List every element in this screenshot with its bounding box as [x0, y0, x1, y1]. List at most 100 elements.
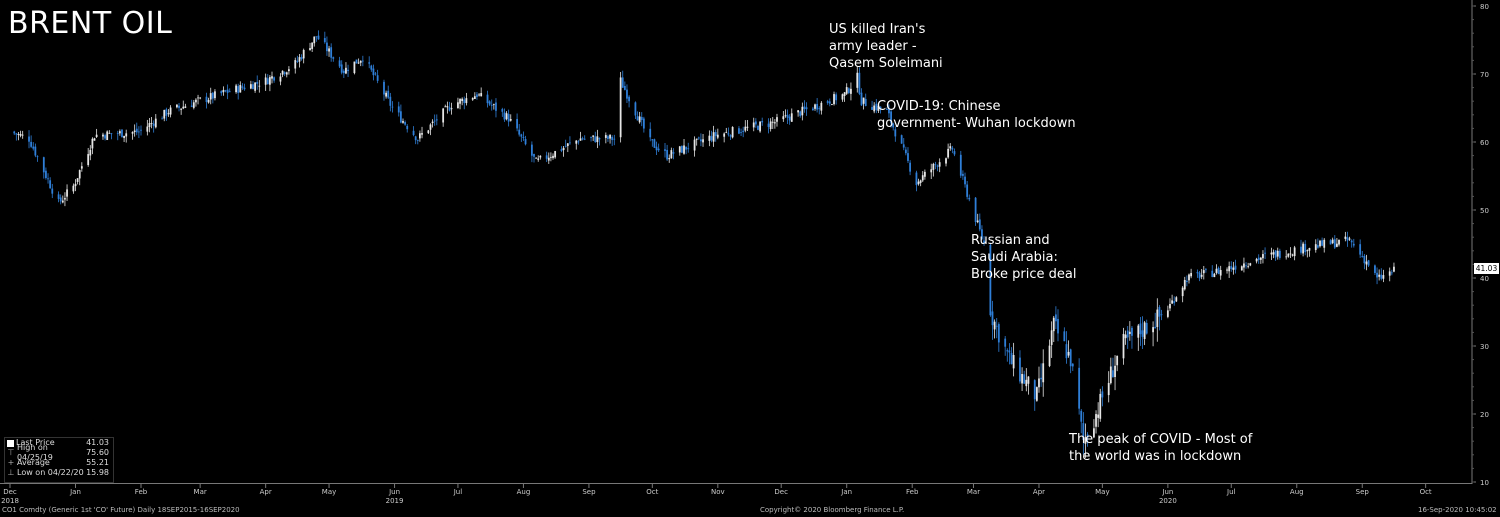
candle-body [154, 118, 157, 128]
candle-body [693, 139, 696, 151]
legend-value: 55.21 [86, 458, 109, 467]
candle-body [281, 70, 284, 75]
candle-body [1181, 287, 1184, 297]
candle-body [110, 133, 113, 135]
candle-body [1352, 243, 1355, 246]
x-tick-label: Aug [1290, 488, 1304, 496]
candle-body [700, 139, 702, 142]
candle-body [1245, 265, 1247, 267]
candle-body [959, 154, 962, 176]
candle-body [564, 145, 567, 147]
candle-body [108, 132, 111, 134]
candle-body [1243, 263, 1245, 268]
candle-body [165, 109, 168, 116]
candle-body [397, 106, 400, 113]
candle-body [1329, 240, 1332, 245]
candle-body [725, 131, 728, 133]
candle-body [976, 220, 979, 223]
candle-body [268, 77, 271, 85]
candle-body [51, 188, 54, 194]
x-tick-label: Jun [388, 488, 400, 496]
candle-body [296, 61, 299, 62]
candle-body [1228, 266, 1231, 272]
candle-body [1390, 272, 1393, 274]
candle-body [298, 57, 301, 62]
candle-body [894, 129, 897, 137]
candle-body [17, 133, 20, 135]
x-tick-label: Jun [1161, 488, 1173, 496]
candle-body [812, 108, 814, 111]
candle-body [273, 77, 276, 81]
candle-body [488, 101, 491, 105]
candle-body [552, 155, 554, 158]
candle-body [140, 129, 142, 131]
candle-body [1333, 239, 1336, 248]
candle-body [562, 147, 565, 151]
candle-body [495, 102, 497, 111]
candle-body [516, 118, 518, 129]
candle-body [13, 131, 16, 134]
candle-body [442, 108, 445, 123]
annotation-wuhan: COVID-19: Chinese government- Wuhan lock… [877, 99, 1076, 131]
candle-body [503, 112, 506, 120]
candle-body [1302, 243, 1304, 254]
candle-body [61, 200, 64, 203]
x-axis: Dec Jan Feb Mar Apr May Jun Jul Aug Sep Oct Nov Dec J… [0, 483, 1472, 505]
candle-body [480, 93, 483, 97]
candle-body [1378, 274, 1381, 277]
candle-body [657, 148, 660, 151]
legend-row-high: ⊤ High on 04/25/19 75.60 [5, 443, 113, 462]
candle-body [323, 38, 326, 43]
candle-body [902, 144, 905, 148]
candle-body [404, 122, 407, 125]
candle-body [947, 148, 950, 158]
candle-body [1078, 367, 1081, 409]
candle-body [983, 240, 985, 244]
candle-body [1185, 280, 1188, 282]
candle-body [192, 102, 195, 108]
candle-body [1323, 239, 1326, 248]
candle-body [649, 128, 652, 138]
y-tick-label: 20 [1480, 411, 1489, 419]
candle-body [72, 185, 75, 192]
candle-body [1114, 365, 1116, 378]
candle-body [1344, 236, 1347, 239]
candle-body [841, 94, 844, 100]
candle-body [49, 180, 52, 189]
candle-body [328, 48, 330, 52]
footer-right: 16-Sep-2020 10:45:02 [1418, 506, 1497, 514]
candle-body [1382, 275, 1385, 279]
candle-body [106, 131, 109, 141]
candle-body [634, 102, 637, 116]
candle-body [433, 120, 436, 122]
candle-body [862, 97, 865, 104]
candle-body [856, 72, 859, 88]
candle-body [199, 97, 202, 99]
candle-body [1080, 410, 1083, 422]
last-price-square-icon [7, 439, 14, 447]
candle-body [211, 92, 214, 99]
candle-body [594, 136, 597, 143]
candle-body [30, 141, 33, 147]
candle-body [357, 62, 360, 64]
candle-body [461, 98, 464, 102]
candle-body [847, 88, 850, 93]
candle-body [1143, 322, 1146, 340]
candle-body [387, 90, 390, 98]
candle-body [1262, 254, 1264, 259]
candle-body [89, 149, 92, 156]
candle-body [332, 57, 335, 59]
candle-body [729, 135, 732, 137]
candle-body [478, 94, 480, 96]
x-tick-label: Jul [453, 488, 463, 496]
candle-body [1065, 344, 1068, 359]
candle-body [655, 146, 658, 151]
candle-body [581, 138, 584, 140]
candle-body [993, 321, 996, 330]
candle-body [1171, 300, 1173, 304]
candle-body [300, 57, 303, 60]
candle-body [205, 96, 208, 102]
candle-body [271, 76, 273, 79]
candle-body [731, 126, 734, 138]
candle-body [683, 145, 685, 154]
